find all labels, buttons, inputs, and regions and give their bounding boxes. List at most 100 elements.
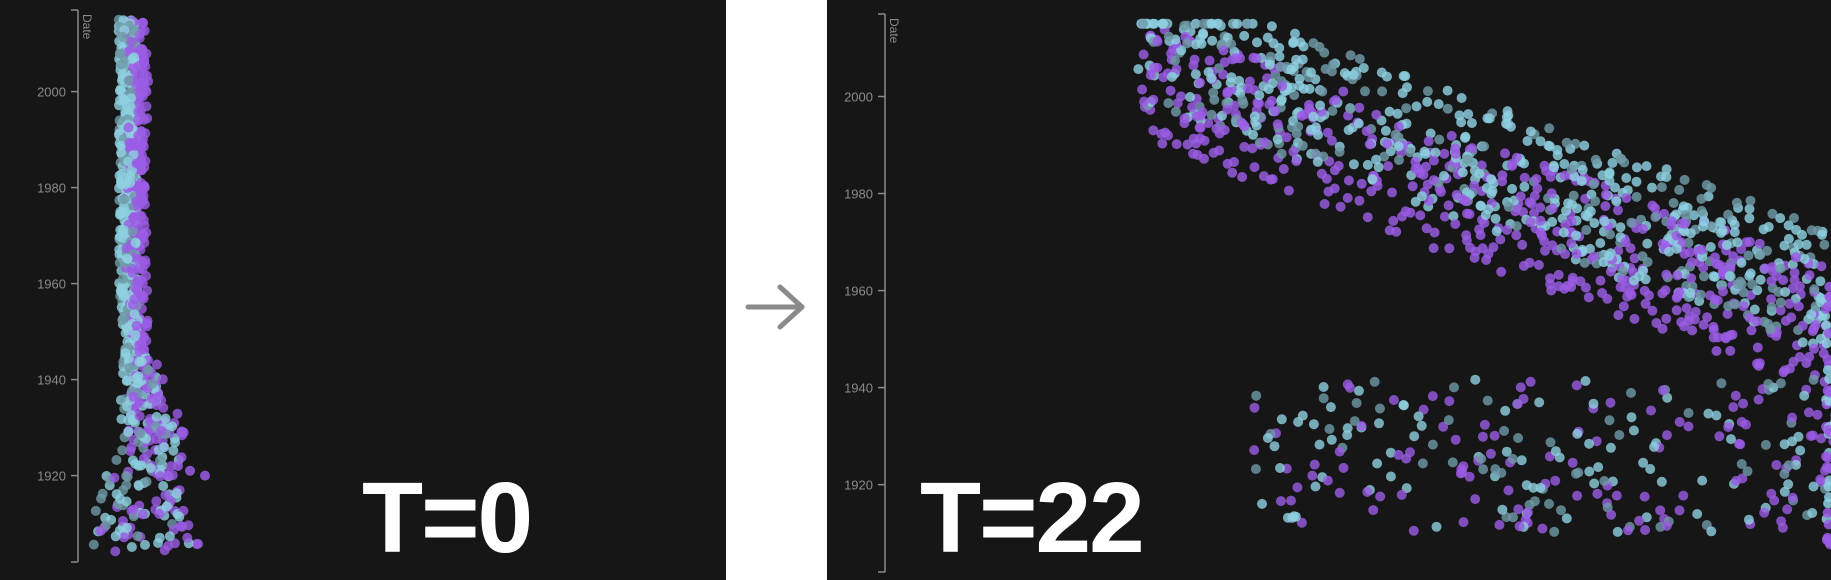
data-point	[100, 512, 111, 523]
data-point	[135, 428, 146, 439]
data-point	[173, 461, 183, 471]
data-point	[1560, 249, 1571, 260]
y-tick-label: 2000	[37, 85, 66, 100]
data-point	[1631, 176, 1642, 187]
data-point	[123, 75, 134, 86]
data-point	[1226, 39, 1237, 50]
data-point	[127, 267, 138, 278]
data-point	[140, 61, 151, 72]
data-point	[1513, 433, 1524, 443]
data-point	[1324, 424, 1335, 434]
data-point	[1295, 37, 1306, 48]
data-point	[1753, 394, 1764, 405]
data-point	[1559, 159, 1570, 169]
data-point	[1368, 505, 1379, 516]
data-point	[1723, 422, 1734, 433]
data-point	[1310, 481, 1321, 492]
data-point	[1442, 85, 1453, 96]
data-point	[1723, 209, 1734, 220]
data-point	[151, 359, 162, 370]
data-point	[145, 463, 156, 473]
data-point	[1550, 475, 1561, 486]
data-point	[1443, 200, 1454, 211]
data-point	[1730, 390, 1741, 401]
data-point	[1579, 140, 1590, 151]
data-point	[1219, 125, 1230, 136]
data-point	[1292, 482, 1303, 493]
data-point	[1170, 106, 1181, 117]
data-point	[1576, 176, 1587, 187]
data-point	[1611, 196, 1622, 207]
data-point	[1497, 504, 1508, 515]
data-point	[1484, 113, 1495, 124]
data-point	[1787, 412, 1798, 423]
data-point	[1572, 428, 1583, 439]
data-point	[1649, 441, 1660, 452]
data-point	[1190, 18, 1201, 29]
data-point	[1304, 99, 1314, 110]
data-point	[1387, 187, 1397, 198]
data-point	[1631, 191, 1642, 202]
data-point	[117, 445, 128, 456]
data-point	[1824, 536, 1831, 547]
data-point	[1583, 292, 1594, 303]
data-point	[1448, 211, 1459, 222]
data-point	[1297, 54, 1308, 65]
data-point	[1515, 191, 1526, 202]
scatter-plot-t22: 1920 1940 1960 1980 2000 Date	[844, 13, 1831, 573]
data-point	[1288, 38, 1299, 48]
data-point	[122, 253, 133, 264]
data-point	[1475, 230, 1486, 241]
data-point	[1457, 167, 1468, 178]
data-point	[1623, 525, 1634, 536]
data-point	[1547, 240, 1558, 251]
data-point	[1516, 455, 1527, 466]
data-point	[130, 330, 141, 341]
data-point	[1604, 175, 1615, 186]
data-point	[1793, 301, 1804, 312]
data-point	[1371, 154, 1382, 165]
data-point	[1385, 447, 1396, 458]
data-point	[133, 480, 144, 491]
data-point	[185, 465, 195, 476]
data-point	[115, 285, 126, 296]
data-point	[1744, 271, 1755, 281]
data-point	[1236, 117, 1247, 128]
data-point	[1662, 392, 1673, 403]
data-point	[1575, 276, 1586, 287]
data-point	[1642, 238, 1653, 249]
data-point	[1393, 121, 1404, 132]
data-point	[1189, 54, 1200, 65]
data-point	[1819, 239, 1830, 250]
data-point	[1374, 418, 1384, 429]
data-point	[1147, 18, 1158, 29]
data-point	[1156, 129, 1167, 139]
data-point	[114, 115, 125, 126]
data-point	[1799, 390, 1810, 401]
data-point	[1755, 250, 1766, 260]
data-point	[1823, 498, 1831, 509]
data-point	[1397, 211, 1408, 222]
data-point	[1519, 172, 1530, 183]
data-point	[1656, 171, 1666, 182]
data-point	[1751, 316, 1762, 327]
data-point	[1258, 171, 1269, 182]
data-point	[1345, 50, 1356, 61]
data-point	[110, 531, 121, 542]
data-point	[168, 445, 179, 456]
data-point	[1163, 98, 1174, 109]
data-point	[1207, 35, 1218, 46]
data-point	[1793, 431, 1804, 442]
data-point	[1558, 227, 1569, 238]
data-point	[1716, 378, 1727, 389]
data-point	[130, 237, 141, 248]
data-point	[1167, 71, 1177, 82]
data-point	[121, 522, 132, 533]
data-point	[1208, 87, 1219, 98]
data-point	[141, 476, 152, 487]
data-point	[1481, 255, 1492, 265]
data-point	[1416, 420, 1427, 431]
data-point	[123, 325, 134, 336]
points-t22	[1133, 18, 1831, 550]
data-point	[129, 52, 139, 63]
